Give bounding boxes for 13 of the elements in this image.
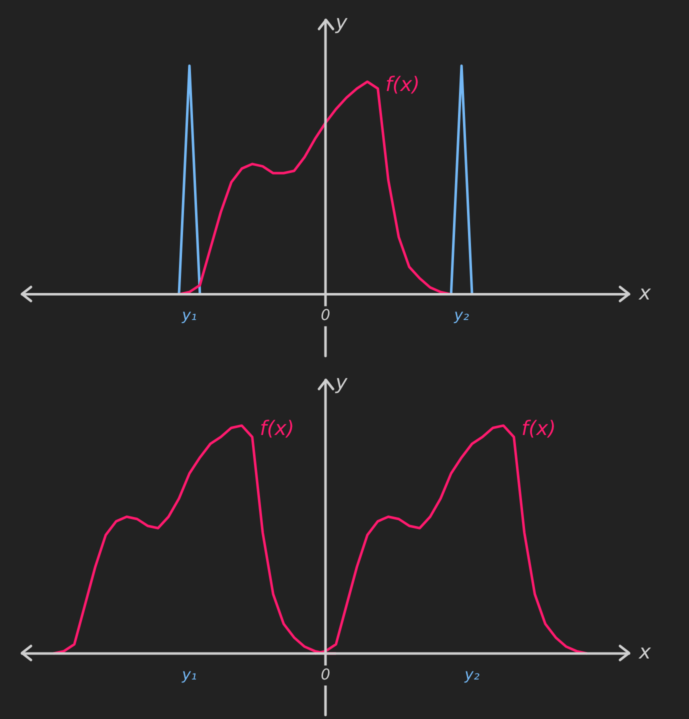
x-tick-label: y₂ [464,665,480,684]
x-tick-label: y₁ [181,665,197,684]
y-axis-title: y [334,370,348,394]
x-axis-title: x [638,640,651,664]
y-axis-title: y [334,10,348,34]
x-tick-label: y₁ [181,306,197,324]
x-tick-label: 0 [320,306,330,324]
x-tick-label: y₂ [453,306,469,324]
series-label: f(x) [260,416,294,440]
x-axis-title: x [638,280,651,304]
x-tick-label: 0 [320,665,330,684]
series-label: f(x) [521,416,556,440]
series-label: f(x) [385,72,420,96]
